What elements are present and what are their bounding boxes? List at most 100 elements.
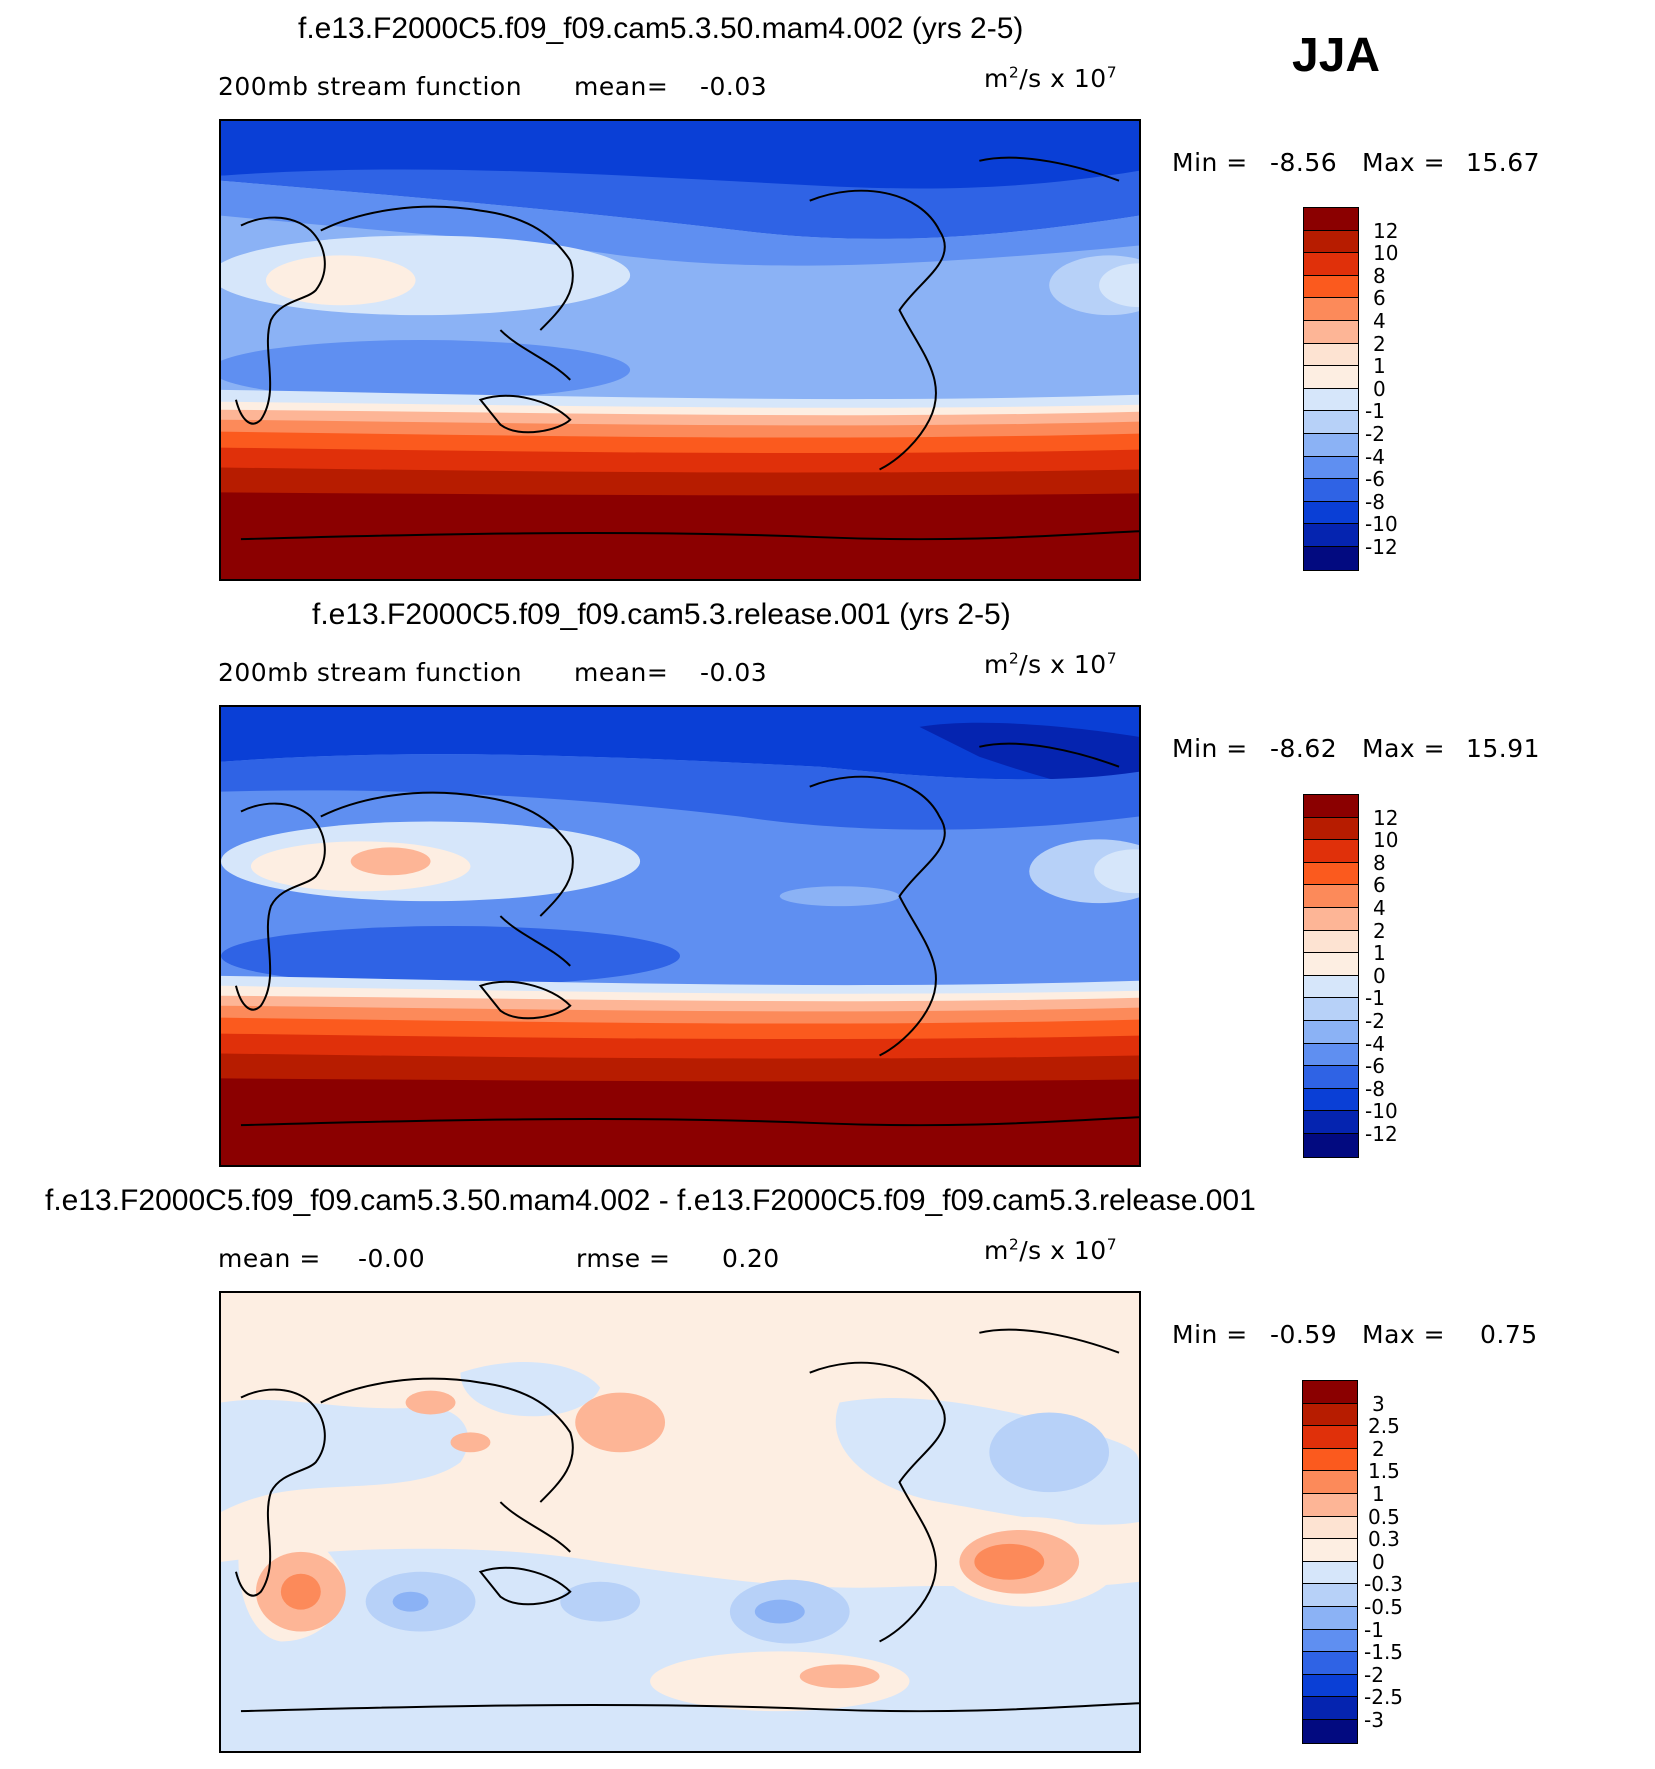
colorbar-tick-label: 10 bbox=[1373, 828, 1399, 853]
colorbar-swatch bbox=[1304, 501, 1358, 525]
colorbar-tick-label: -8 bbox=[1365, 1076, 1385, 1101]
colorbar-tick-label: 4 bbox=[1373, 309, 1386, 333]
colorbar-swatch bbox=[1303, 1403, 1357, 1427]
panel2-variable-label: 200mb stream function bbox=[218, 658, 523, 687]
colorbar-tick-label: 0.3 bbox=[1368, 1527, 1400, 1552]
colorbar-swatch bbox=[1303, 1697, 1357, 1720]
panel1-min-value: -8.56 bbox=[1270, 148, 1338, 177]
colorbar-swatch bbox=[1304, 862, 1358, 886]
colorbar-tick-label: -1 bbox=[1365, 399, 1385, 424]
colorbar-swatch bbox=[1304, 433, 1358, 457]
colorbar-tick-label: -6 bbox=[1365, 467, 1385, 492]
colorbar-swatch bbox=[1304, 456, 1358, 480]
panel2-min-value: -8.62 bbox=[1270, 734, 1338, 763]
colorbar-swatch bbox=[1304, 479, 1358, 502]
colorbar-swatch bbox=[1304, 840, 1358, 863]
colorbar-tick-label: -2 bbox=[1364, 1662, 1384, 1687]
colorbar-tick-label: 0 bbox=[1373, 376, 1386, 401]
panel2-max-label: Max = bbox=[1362, 734, 1446, 763]
colorbar-swatch bbox=[1304, 320, 1358, 344]
colorbar-tick-label: 1.5 bbox=[1368, 1459, 1400, 1484]
colorbar-swatch bbox=[1304, 795, 1358, 818]
colorbar-swatch bbox=[1304, 1088, 1358, 1112]
colorbar-swatch bbox=[1303, 1493, 1357, 1517]
colorbar-tick-label: -1.5 bbox=[1364, 1640, 1404, 1665]
panel1-units: m2/s x 107 bbox=[984, 63, 1118, 93]
colorbar-tick-label: -8 bbox=[1365, 489, 1385, 514]
colorbar-swatch bbox=[1304, 817, 1358, 841]
panel1-title: f.e13.F2000C5.f09_f09.cam5.3.50.mam4.002… bbox=[298, 12, 1024, 45]
colorbar-swatch bbox=[1304, 253, 1358, 276]
panel3-max-label: Max = bbox=[1362, 1320, 1446, 1349]
panel3-map bbox=[219, 1291, 1141, 1753]
panel2-mean-value: -0.03 bbox=[700, 658, 768, 687]
colorbar-tick-label: 3 bbox=[1372, 1391, 1385, 1416]
colorbar-tick-label: -0.3 bbox=[1364, 1572, 1404, 1597]
panel3-min-label: Min = bbox=[1172, 1320, 1248, 1349]
colorbar-tick-label: -2 bbox=[1365, 422, 1385, 446]
panel1-colorbar-swatches bbox=[1303, 207, 1359, 571]
colorbar-swatch bbox=[1304, 1111, 1358, 1134]
colorbar-swatch bbox=[1304, 388, 1358, 412]
colorbar-swatch bbox=[1303, 1719, 1357, 1743]
colorbar-tick-label: 12 bbox=[1373, 805, 1399, 830]
panel1-contour-field bbox=[221, 121, 1139, 579]
season-label: JJA bbox=[1292, 29, 1381, 82]
colorbar-tick-label: -4 bbox=[1365, 1031, 1385, 1056]
colorbar-swatch bbox=[1304, 366, 1358, 389]
panel1-map bbox=[219, 119, 1141, 581]
panel1-variable-label: 200mb stream function bbox=[218, 72, 523, 101]
colorbar-tick-label: 0 bbox=[1372, 1549, 1385, 1574]
colorbar-tick-label: 1 bbox=[1373, 354, 1386, 379]
panel1-min-label: Min = bbox=[1172, 148, 1248, 177]
colorbar-swatch bbox=[1304, 208, 1358, 231]
colorbar-tick-label: 6 bbox=[1373, 873, 1386, 898]
colorbar-swatch bbox=[1304, 1020, 1358, 1044]
colorbar-tick-label: -12 bbox=[1365, 535, 1398, 559]
colorbar-swatch bbox=[1304, 343, 1358, 367]
panel3-rmse-label: rmse = bbox=[576, 1244, 671, 1273]
panel3-units: m2/s x 107 bbox=[984, 1235, 1118, 1265]
colorbar-swatch bbox=[1304, 975, 1358, 999]
colorbar-swatch bbox=[1303, 1606, 1357, 1630]
colorbar-tick-label: 0 bbox=[1373, 963, 1386, 988]
colorbar-swatch bbox=[1304, 1043, 1358, 1067]
colorbar-tick-label: -12 bbox=[1365, 1122, 1398, 1146]
panel2-contour-field bbox=[221, 707, 1139, 1165]
colorbar-tick-label: -2.5 bbox=[1364, 1685, 1404, 1710]
colorbar-swatch bbox=[1304, 1133, 1358, 1157]
panel2-map bbox=[219, 705, 1141, 1167]
colorbar-tick-label: 0.5 bbox=[1368, 1504, 1400, 1529]
colorbar-tick-label: 2.5 bbox=[1368, 1414, 1400, 1439]
colorbar-tick-label: -10 bbox=[1365, 1099, 1398, 1124]
panel3-max-value: 0.75 bbox=[1480, 1320, 1538, 1349]
panel2-units: m2/s x 107 bbox=[984, 649, 1118, 679]
colorbar-swatch bbox=[1303, 1561, 1357, 1585]
colorbar-tick-label: 10 bbox=[1373, 241, 1399, 266]
colorbar-tick-label: -1 bbox=[1365, 986, 1385, 1011]
panel3-colorbar-swatches bbox=[1302, 1380, 1358, 1744]
colorbar-tick-label: 12 bbox=[1373, 218, 1399, 243]
colorbar-tick-label: 8 bbox=[1373, 263, 1386, 288]
panel3-rmse-value: 0.20 bbox=[722, 1244, 780, 1273]
colorbar-swatch bbox=[1304, 930, 1358, 954]
colorbar-swatch bbox=[1303, 1516, 1357, 1540]
colorbar-swatch bbox=[1304, 275, 1358, 299]
panel3-title: f.e13.F2000C5.f09_f09.cam5.3.50.mam4.002… bbox=[45, 1184, 1256, 1217]
colorbar-tick-label: 2 bbox=[1373, 331, 1386, 356]
panel1-max-value: 15.67 bbox=[1466, 148, 1541, 177]
colorbar-tick-label: -4 bbox=[1365, 444, 1385, 469]
colorbar-tick-label: -2 bbox=[1365, 1009, 1385, 1033]
colorbar-tick-label: 1 bbox=[1373, 941, 1386, 966]
colorbar-swatch bbox=[1303, 1629, 1357, 1653]
colorbar-tick-label: 2 bbox=[1372, 1436, 1385, 1461]
colorbar-swatch bbox=[1304, 998, 1358, 1021]
colorbar-swatch bbox=[1303, 1674, 1357, 1698]
panel2-min-label: Min = bbox=[1172, 734, 1248, 763]
colorbar-tick-label: 1 bbox=[1372, 1482, 1385, 1506]
panel1-mean-value: -0.03 bbox=[700, 72, 768, 101]
colorbar-tick-label: -3 bbox=[1364, 1708, 1384, 1732]
colorbar-swatch bbox=[1303, 1652, 1357, 1675]
colorbar-swatch bbox=[1303, 1381, 1357, 1404]
panel2-title: f.e13.F2000C5.f09_f09.cam5.3.release.001… bbox=[312, 598, 1011, 631]
